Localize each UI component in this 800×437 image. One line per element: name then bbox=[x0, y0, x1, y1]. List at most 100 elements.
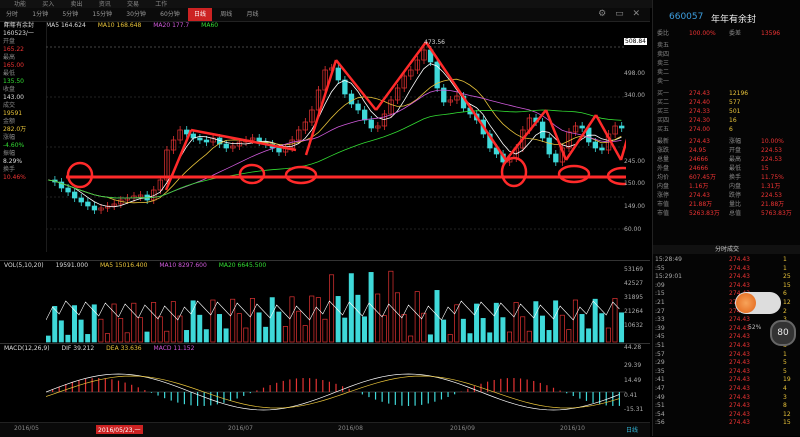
minimize-icon[interactable]: ▭ bbox=[615, 9, 624, 19]
tick-row: :56 274.43 15 bbox=[655, 419, 799, 427]
menu-item[interactable]: 工作 bbox=[155, 1, 168, 8]
volume-tick: 21264 bbox=[624, 308, 644, 315]
quote-row: 外盘 24666 最低 15 bbox=[657, 165, 797, 173]
candle-body bbox=[394, 87, 401, 101]
volume-bar bbox=[586, 328, 592, 343]
tick-cell: 15 bbox=[783, 281, 791, 289]
tick-cell: 15:28:49 bbox=[655, 256, 682, 263]
quote-cell: 市值 bbox=[657, 210, 670, 217]
tab-period[interactable]: 1分钟 bbox=[32, 11, 49, 18]
quote-cell: 卖五 bbox=[657, 42, 670, 49]
quote-row: 买三 274.33 501 bbox=[657, 108, 797, 116]
tick-cell: :54 bbox=[655, 410, 665, 418]
tick-cell: 15:29:01 bbox=[655, 273, 682, 281]
float-ball-icon[interactable] bbox=[736, 293, 756, 313]
menu-item[interactable]: 买入 bbox=[42, 1, 55, 8]
tick-cell: :33 bbox=[655, 316, 665, 324]
tick-cell: 274.43 bbox=[729, 410, 750, 418]
macd-axis: 29.39 14.49 0.41 -15.31 bbox=[624, 352, 652, 422]
tick-cell: 274.43 bbox=[729, 350, 750, 358]
info-label: 金额 bbox=[3, 118, 16, 125]
quote-cell: 总值 bbox=[729, 210, 742, 217]
stock-name: 年年有余封 bbox=[711, 15, 757, 25]
support-circle bbox=[238, 163, 266, 185]
tab-period[interactable]: 分时 bbox=[6, 11, 19, 18]
volume-bar bbox=[381, 315, 387, 343]
info-value: 282.0万 bbox=[3, 126, 27, 133]
candle-body bbox=[539, 121, 546, 139]
quote-cell: 501 bbox=[729, 108, 741, 115]
period-indicator[interactable]: 日线 bbox=[626, 427, 639, 434]
quote-row: 市值 5263.83万 总值 5763.83万 bbox=[657, 210, 797, 218]
quote-cell: 10.00% bbox=[761, 138, 784, 145]
quote-row: 内盘 1.16万 内盘 1.31万 bbox=[657, 183, 797, 191]
volume-bar bbox=[289, 296, 295, 343]
volume-bar bbox=[58, 320, 64, 343]
macd-chart[interactable] bbox=[46, 352, 626, 422]
stock-header: 660057 年年有余封 bbox=[653, 8, 800, 28]
volume-chart[interactable] bbox=[46, 270, 626, 345]
candle-body bbox=[572, 125, 579, 133]
candle-body bbox=[276, 147, 282, 153]
candle-body bbox=[342, 79, 348, 95]
candle-body bbox=[381, 113, 388, 127]
tab-period[interactable]: 15分钟 bbox=[92, 11, 113, 18]
candle-body bbox=[375, 125, 381, 129]
tick-cell: 6 bbox=[783, 290, 787, 298]
candle-body bbox=[362, 109, 368, 121]
menu-item[interactable]: 功能 bbox=[14, 1, 27, 8]
quote-cell: 577 bbox=[729, 99, 741, 106]
quote-cell: 跌停 bbox=[729, 192, 742, 199]
candle-body bbox=[197, 137, 203, 141]
trend-arrow bbox=[594, 114, 623, 161]
ma-legend: 年年有余封 MA5 164.624 MA10 168.648 MA20 177.… bbox=[4, 22, 604, 30]
tab-period-active[interactable]: 日线 bbox=[188, 8, 213, 21]
candlestick-chart[interactable]: 473.56 bbox=[46, 30, 626, 260]
tab-period[interactable]: 周线 bbox=[220, 11, 233, 18]
tab-period[interactable]: 月线 bbox=[246, 11, 259, 18]
volume-bar bbox=[46, 335, 51, 343]
volume-bar bbox=[401, 314, 407, 343]
tick-cell: 274.43 bbox=[729, 342, 750, 349]
volume-bar bbox=[348, 273, 354, 343]
volume-bar bbox=[434, 290, 440, 343]
menu-item[interactable]: 交易 bbox=[127, 1, 140, 8]
volume-bar bbox=[177, 315, 183, 343]
tick-cell: :51 bbox=[655, 402, 665, 410]
volume-bar bbox=[572, 299, 578, 343]
quote-row: 卖四 bbox=[657, 51, 797, 59]
tick-cell: :29 bbox=[655, 359, 665, 367]
annotation-group bbox=[66, 41, 626, 191]
info-value: 160523/一 bbox=[3, 30, 34, 37]
candle-body bbox=[434, 61, 440, 89]
speed-indicator[interactable]: 80 bbox=[770, 320, 796, 346]
volume-bar bbox=[441, 319, 447, 343]
candle-body bbox=[249, 137, 256, 141]
volume-bar bbox=[217, 314, 222, 343]
volume-bar bbox=[157, 316, 163, 343]
candle-body bbox=[72, 191, 78, 199]
settings-icon[interactable]: ⚙ bbox=[598, 9, 607, 19]
quote-row: 总量 24666 最高 224.53 bbox=[657, 156, 797, 164]
menu-item[interactable]: 资讯 bbox=[98, 1, 111, 8]
volume-bar bbox=[118, 318, 124, 343]
peak-label: 473.56 bbox=[424, 39, 445, 46]
tab-period[interactable]: 60分钟 bbox=[160, 11, 180, 18]
menu-item[interactable]: 卖出 bbox=[70, 1, 83, 8]
tab-period[interactable]: 5分钟 bbox=[62, 11, 79, 18]
volume-bar bbox=[427, 334, 433, 343]
support-circle bbox=[606, 166, 626, 186]
volume-bar bbox=[131, 302, 137, 343]
candle-body bbox=[85, 201, 91, 207]
quote-cell: 224.53 bbox=[761, 147, 782, 154]
close-icon[interactable]: ✕ bbox=[632, 9, 640, 19]
tick-cell: 274.43 bbox=[729, 316, 750, 324]
volume-bar bbox=[263, 326, 269, 343]
speed-pct: 52% bbox=[748, 324, 762, 331]
quote-panel: 660057 年年有余封 委比 100.00% 委差 13596 卖五 卖四 卖三 卖二 卖一买… bbox=[652, 0, 800, 436]
quote-row: 最新 274.43 涨幅 10.00% bbox=[657, 138, 797, 146]
volume-bar bbox=[421, 312, 427, 343]
tab-period[interactable]: 30分钟 bbox=[126, 11, 146, 18]
top-menu-bar: 功能 买入 卖出 资讯 交易 工作 bbox=[0, 0, 800, 8]
volume-bar bbox=[230, 298, 236, 343]
